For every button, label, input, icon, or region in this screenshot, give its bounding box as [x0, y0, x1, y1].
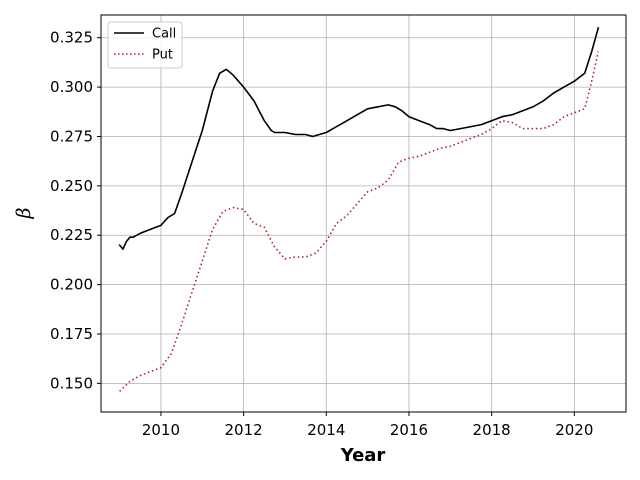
x-tick-label: 2018	[473, 421, 511, 439]
y-tick-label: 0.275	[50, 127, 93, 145]
series-line-call	[118, 26, 600, 250]
series-lines	[118, 26, 600, 392]
y-tick-label: 0.325	[50, 29, 93, 47]
y-axis-title: β	[13, 207, 35, 219]
y-tick-label: 0.300	[50, 78, 93, 96]
x-tick-label: 2014	[307, 421, 345, 439]
legend-label-put: Put	[152, 48, 173, 63]
x-axis-ticks: 2010 2012 2014 2016 2018 2020	[142, 412, 593, 439]
legend-label-call: Call	[152, 27, 176, 42]
y-axis-ticks: 0.150 0.175 0.200 0.225 0.250 0.275 0.300 0.325	[50, 29, 101, 392]
y-tick-label: 0.175	[50, 325, 93, 343]
x-tick-label: 2010	[142, 421, 180, 439]
legend: Call Put	[107, 21, 183, 69]
y-tick-label: 0.225	[50, 226, 93, 244]
y-tick-label: 0.150	[50, 374, 93, 392]
x-axis-title: Year	[340, 445, 386, 466]
plot-frame	[100, 14, 627, 413]
y-tick-label: 0.200	[50, 276, 93, 294]
grid-lines	[101, 15, 626, 412]
x-tick-label: 2016	[390, 421, 428, 439]
y-tick-label: 0.250	[50, 177, 93, 195]
x-tick-label: 2020	[555, 421, 593, 439]
x-tick-label: 2012	[225, 421, 263, 439]
series-line-put	[119, 51, 600, 392]
